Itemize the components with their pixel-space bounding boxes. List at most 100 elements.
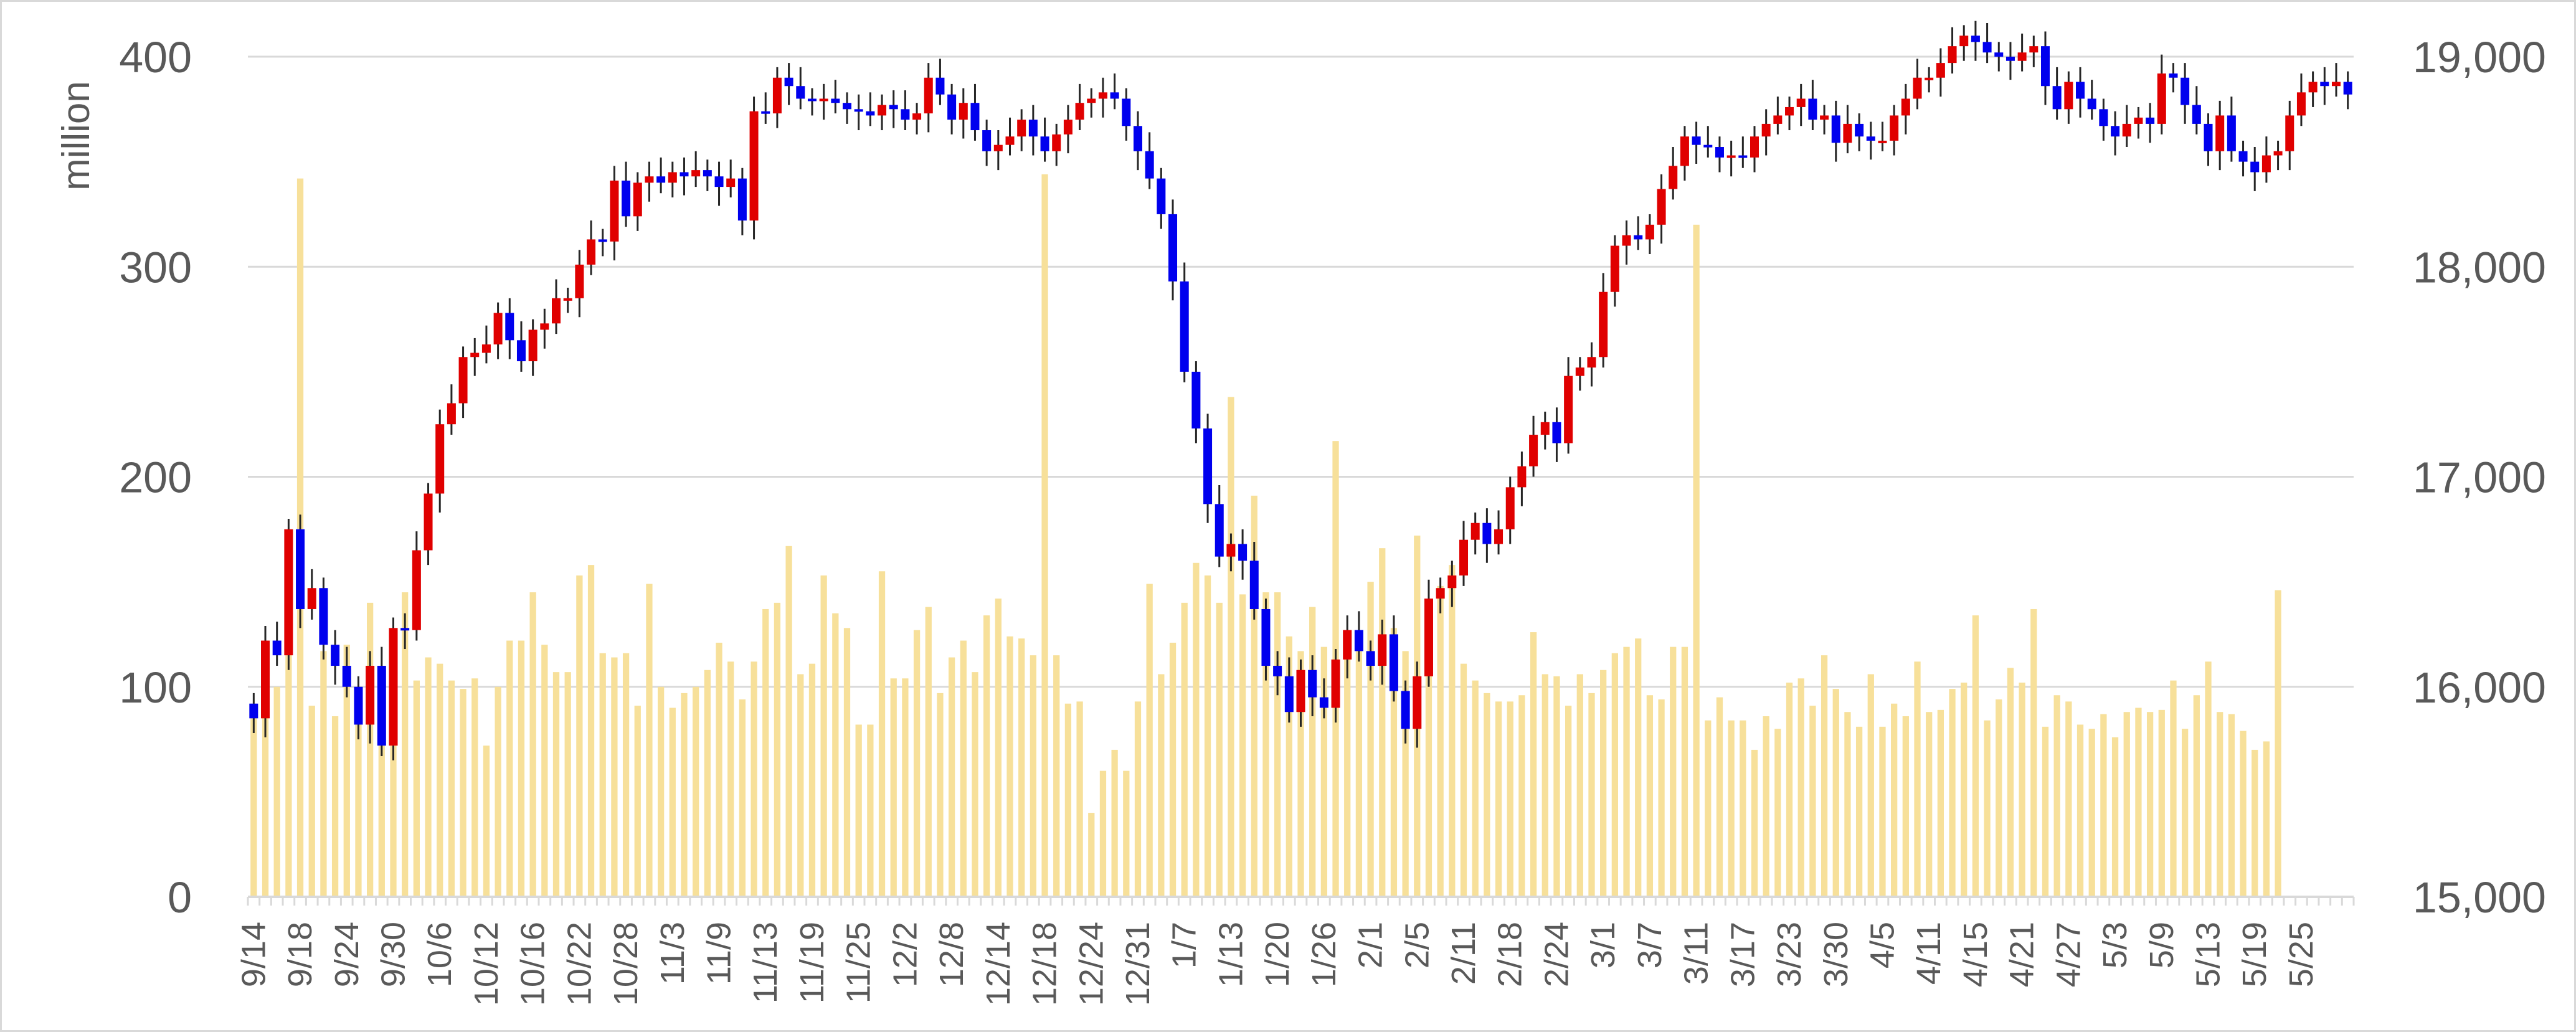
candle-down [1808, 98, 1817, 120]
volume-bar [797, 674, 804, 897]
volume-bar [902, 678, 909, 897]
volume-bar [1099, 770, 1107, 897]
candle-up [749, 111, 759, 221]
candle-down [2087, 98, 2096, 110]
candle-up [470, 353, 480, 357]
candle-down [1389, 634, 1398, 691]
candle-up [575, 264, 584, 298]
volume-bar [2042, 726, 2049, 897]
candle-up [959, 103, 968, 120]
candle-up [1622, 235, 1631, 246]
candle-down [2111, 126, 2120, 137]
volume-bar [2182, 729, 2189, 897]
candle-down [842, 103, 852, 110]
candle-down [2343, 82, 2352, 95]
volume-bar [762, 608, 769, 897]
candle-up [1459, 539, 1469, 576]
volume-bar [1600, 670, 1607, 897]
candle-up [1796, 98, 1806, 107]
x-tick-label: 3/1 [1584, 922, 1622, 968]
volume-bar [2193, 695, 2200, 897]
candle-up [1913, 77, 1922, 99]
volume-bar [1484, 693, 1490, 897]
y-right-tick-label: 17,000 [2413, 453, 2546, 502]
volume-bar [1193, 562, 1200, 897]
volume-bar [1088, 813, 1095, 897]
volume-bar [948, 657, 955, 897]
y-left-tick-label: 400 [119, 33, 192, 82]
volume-bar [564, 672, 571, 897]
volume-bar [1716, 697, 1723, 897]
volume-bar [1670, 646, 1677, 897]
candle-down [1982, 42, 1992, 53]
x-tick-label: 3/30 [1817, 922, 1855, 987]
volume-bar [599, 653, 606, 897]
candle-up [284, 529, 293, 656]
candle-up [1296, 670, 1305, 712]
volume-bar [2076, 724, 2084, 897]
volume-bar [1984, 720, 1991, 897]
candle-down [1855, 123, 1864, 137]
candle-down [1180, 281, 1189, 372]
candle-up [2064, 82, 2073, 110]
volume-bar [1507, 701, 1513, 897]
x-tick-label: 12/8 [933, 922, 970, 987]
volume-bar [1064, 703, 1072, 897]
candle-down [400, 628, 410, 631]
volume-bars [250, 174, 2281, 897]
x-tick-label: 12/31 [1119, 922, 1157, 1006]
candle-up [2285, 115, 2294, 151]
x-tick-label: 12/14 [980, 922, 1017, 1006]
volume-bar [1169, 642, 1177, 897]
volume-bar [972, 672, 978, 897]
candle-up [458, 357, 468, 404]
axes: 0 100 200 300 400 15,000 16,000 17,000 18,000 19,… [119, 33, 2546, 1006]
volume-bar [890, 678, 897, 897]
volume-bar [2170, 680, 2177, 897]
x-tick-label: 4/27 [2050, 922, 2087, 987]
candle-up [1959, 36, 1969, 47]
volume-bar [785, 546, 792, 897]
volume-bar [808, 663, 816, 897]
candle-up [447, 403, 456, 425]
volume-bar [1286, 636, 1292, 897]
x-tick-label: 3/7 [1631, 922, 1669, 968]
candle-down [1249, 561, 1259, 609]
x-tick-label: 10/16 [514, 922, 552, 1006]
volume-bar [774, 602, 781, 897]
volume-bar [1926, 712, 1933, 897]
volume-bar [1518, 695, 1525, 897]
volume-bar [1239, 594, 1246, 897]
candle-down [935, 77, 945, 95]
volume-bar [2217, 712, 2223, 897]
volume-bar [937, 693, 944, 897]
candle-up [1378, 634, 1387, 666]
candle-up [1750, 136, 1759, 158]
candle-down [796, 86, 805, 99]
volume-bar [285, 623, 292, 897]
x-tick-label: 9/30 [374, 922, 412, 987]
volume-bar [820, 575, 827, 897]
candle-down [1040, 136, 1049, 151]
volume-bar [1728, 720, 1735, 897]
x-tick-label: 2/1 [1352, 922, 1390, 968]
volume-bar [622, 653, 630, 897]
candle-down [1122, 98, 1131, 126]
candle-down [2227, 115, 2236, 151]
volume-bar [1705, 720, 1712, 897]
x-tick-label: 10/12 [468, 922, 505, 1006]
x-tick-label: 9/24 [328, 922, 366, 987]
x-tick-label: 10/22 [561, 922, 598, 1006]
y-right-tick-label: 16,000 [2413, 663, 2546, 712]
candle-up [1843, 123, 1852, 143]
volume-bar [1565, 706, 1572, 897]
candle-up [2296, 92, 2306, 116]
volume-bar [2275, 590, 2281, 897]
volume-bar [1309, 607, 1316, 897]
volume-bar [1390, 628, 1398, 897]
x-tick-label: 9/18 [282, 922, 319, 987]
x-tick-label: 11/13 [747, 922, 784, 1003]
candle-up [772, 77, 782, 114]
x-tick-label: 2/5 [1398, 922, 1436, 968]
volume-bar [1030, 655, 1037, 897]
